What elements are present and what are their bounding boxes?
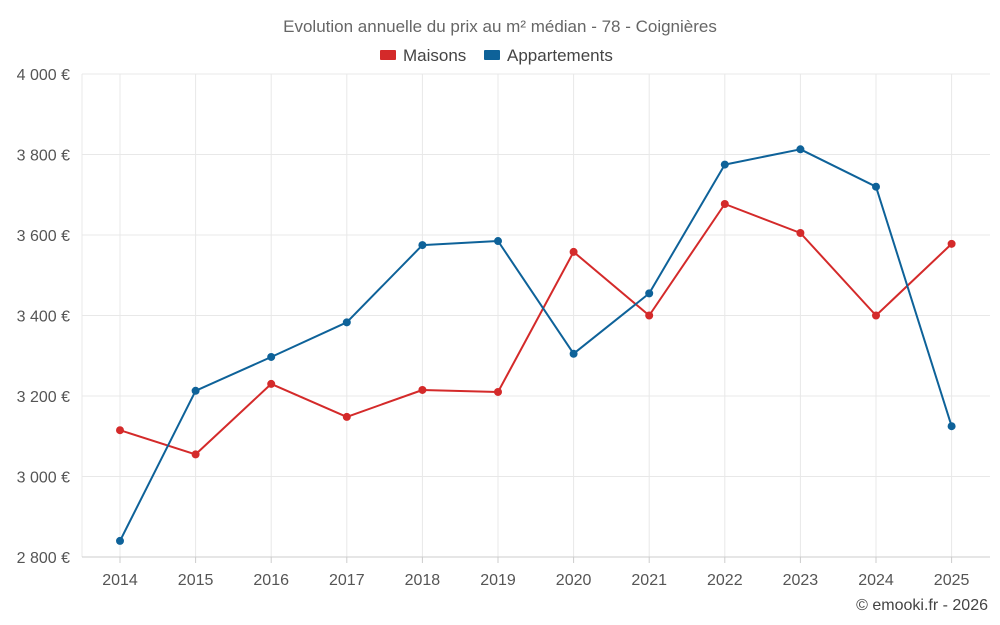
x-tick-label: 2025 xyxy=(934,572,970,589)
y-tick-label: 2 800 € xyxy=(17,550,70,567)
data-point-appartements[interactable] xyxy=(267,352,276,361)
x-tick-label: 2014 xyxy=(102,572,138,589)
data-point-maisons[interactable] xyxy=(947,239,956,248)
x-tick-label: 2022 xyxy=(707,572,743,589)
data-point-appartements[interactable] xyxy=(720,160,729,169)
y-tick-label: 3 000 € xyxy=(17,470,70,487)
data-point-maisons[interactable] xyxy=(494,387,502,396)
x-tick-label: 2020 xyxy=(556,572,592,589)
data-point-appartements[interactable] xyxy=(569,349,578,358)
data-point-maisons[interactable] xyxy=(116,426,124,435)
data-point-maisons[interactable] xyxy=(796,228,805,237)
legend[interactable]: Maisons Appartements xyxy=(380,46,613,65)
data-point-maisons[interactable] xyxy=(569,247,578,256)
legend-swatch xyxy=(484,50,500,60)
series-line-appartements xyxy=(119,148,953,542)
y-tick-label: 3 600 € xyxy=(17,228,70,245)
data-point-appartements[interactable] xyxy=(116,536,124,545)
x-tick-label: 2018 xyxy=(405,572,441,589)
data-point-maisons[interactable] xyxy=(267,379,276,388)
legend-label: Appartements xyxy=(507,46,613,65)
x-tick-label: 2024 xyxy=(858,572,894,589)
x-tick-label: 2016 xyxy=(253,572,289,589)
data-point-appartements[interactable] xyxy=(645,289,654,298)
series xyxy=(116,145,956,545)
x-tick-label: 2023 xyxy=(783,572,819,589)
x-tick-label: 2021 xyxy=(631,572,667,589)
credit-text: © emooki.fr - 2026 xyxy=(856,597,988,614)
chart-title: Evolution annuelle du prix au m² médian … xyxy=(283,17,717,36)
data-point-appartements[interactable] xyxy=(494,237,502,246)
data-point-maisons[interactable] xyxy=(191,450,200,459)
data-point-maisons[interactable] xyxy=(720,200,729,209)
data-point-appartements[interactable] xyxy=(872,182,880,191)
data-point-appartements[interactable] xyxy=(342,318,351,327)
axes: 2 800 € 3 000 € 3 200 € 3 400 € 3 600 € 3 800… xyxy=(17,67,990,589)
data-point-appartements[interactable] xyxy=(191,386,200,395)
x-tick-label: 2019 xyxy=(480,572,516,589)
data-point-appartements[interactable] xyxy=(796,145,805,154)
y-tick-label: 3 800 € xyxy=(17,148,70,165)
data-point-maisons[interactable] xyxy=(342,412,351,421)
legend-item-maisons[interactable]: Maisons xyxy=(380,46,466,65)
series-line-maisons xyxy=(119,203,953,456)
legend-swatch xyxy=(380,50,396,60)
y-tick-label: 3 400 € xyxy=(17,309,70,326)
data-point-appartements[interactable] xyxy=(947,422,956,431)
data-point-maisons[interactable] xyxy=(418,385,427,394)
x-tick-label: 2015 xyxy=(178,572,214,589)
y-tick-label: 3 200 € xyxy=(17,389,70,406)
legend-label: Maisons xyxy=(403,46,466,65)
grid xyxy=(82,73,990,558)
data-point-maisons[interactable] xyxy=(872,311,880,320)
data-point-appartements[interactable] xyxy=(418,241,427,250)
legend-item-appartements[interactable]: Appartements xyxy=(484,46,613,65)
y-tick-label: 4 000 € xyxy=(17,67,70,84)
x-tick-label: 2017 xyxy=(329,572,365,589)
data-point-maisons[interactable] xyxy=(645,311,654,320)
